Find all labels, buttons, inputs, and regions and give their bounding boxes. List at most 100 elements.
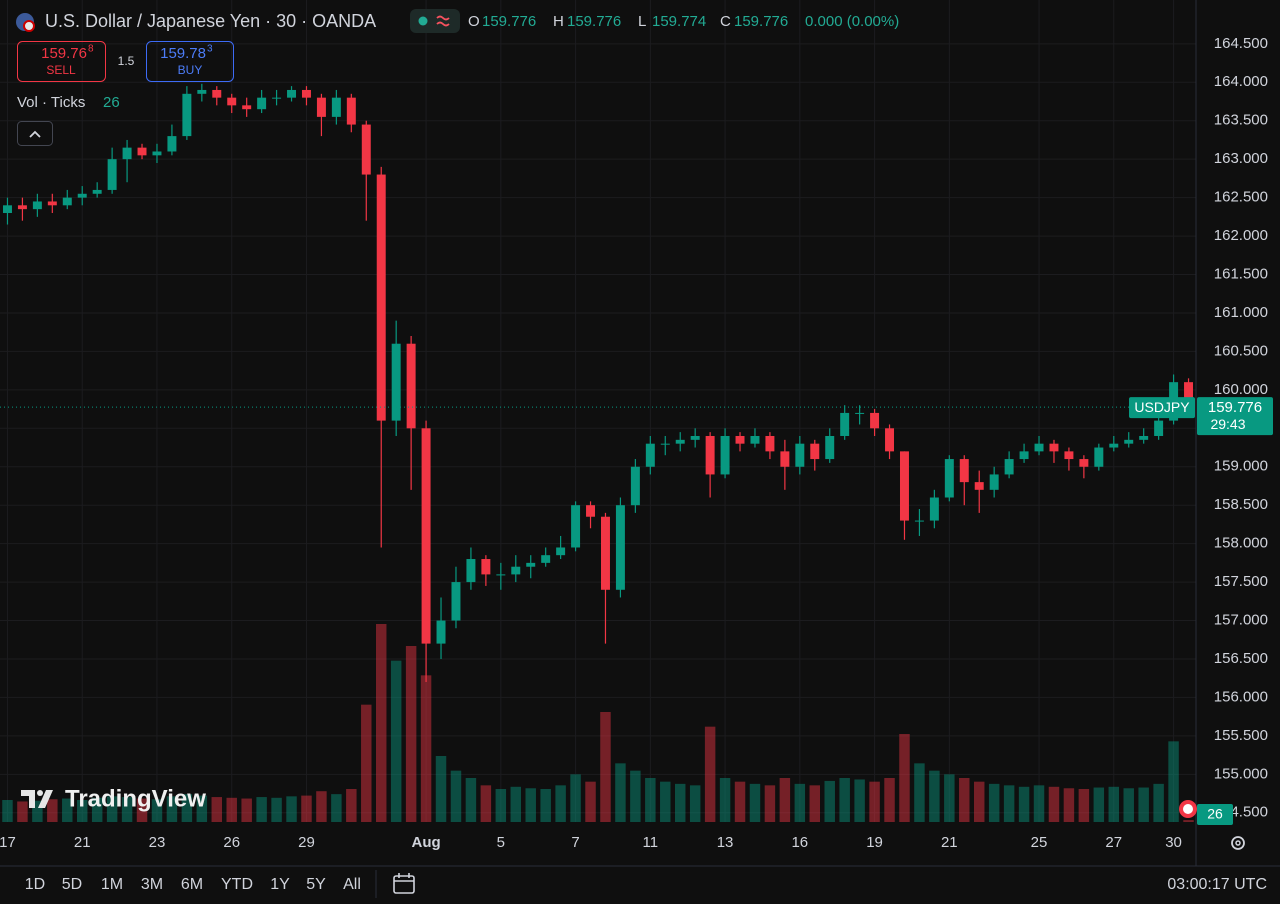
volume-bar (1003, 785, 1015, 822)
candle-body (1184, 382, 1194, 408)
candle-body (1064, 451, 1074, 460)
countdown-label: 29:43 (1210, 416, 1245, 432)
volume-bar (1108, 786, 1120, 822)
sell-button[interactable] (17, 41, 106, 82)
candle-body (197, 89, 207, 94)
candle-body (1049, 443, 1059, 452)
y-tick-label: 156.500 (1214, 650, 1268, 667)
volume-bar (600, 712, 611, 822)
range-button[interactable]: 1M (101, 876, 123, 893)
candle-body (855, 412, 865, 414)
candle-body (406, 343, 416, 429)
x-tick-label: 19 (866, 834, 883, 851)
candle-body (272, 97, 282, 99)
volume-legend-value: 26 (103, 94, 120, 111)
symbol-tag-label: USDJPY (1134, 399, 1190, 415)
volume-tag-label: 26 (1207, 806, 1223, 822)
buy-button[interactable] (146, 41, 234, 82)
volume-bar (869, 781, 880, 822)
clock: 03:00:17 UTC (1167, 876, 1267, 893)
candle-body (974, 482, 984, 490)
candle-body (750, 435, 760, 444)
buy-price: 159.78 (160, 45, 206, 62)
candle-body (675, 439, 685, 444)
volume-bar (166, 796, 178, 822)
data-delay-icon (436, 15, 450, 27)
alert-icon (1183, 804, 1193, 814)
candle-body (810, 443, 820, 460)
range-button[interactable]: 1D (25, 876, 45, 893)
volume-bar (674, 783, 686, 822)
candle-body (600, 516, 610, 590)
candle-body (1019, 451, 1029, 460)
volume-bar (779, 778, 791, 822)
candle-body (361, 124, 371, 175)
candle-body (825, 435, 835, 460)
candle-body (720, 435, 730, 475)
y-tick-label: 160.000 (1214, 381, 1268, 398)
volume-bar (390, 660, 402, 822)
range-button[interactable]: 1Y (270, 876, 290, 893)
candle-body (481, 559, 491, 575)
volume-bar (1048, 786, 1060, 822)
ohlc-label: L (638, 13, 646, 30)
candle-body (571, 505, 581, 548)
date-range-icon (394, 873, 414, 882)
candle-body (227, 97, 237, 106)
volume-bar (570, 774, 581, 822)
ohlc-value: 159.776 (734, 13, 788, 30)
candle-body (47, 201, 57, 206)
x-tick-label: 11 (643, 834, 659, 851)
candle-body (705, 435, 715, 475)
volume-bar (495, 789, 507, 822)
y-tick-label: 159.000 (1214, 458, 1268, 475)
candle-body (1139, 435, 1149, 440)
y-tick-label: 163.000 (1214, 150, 1268, 167)
candle-body (586, 505, 596, 517)
candle-body (32, 201, 42, 210)
candle-body (645, 443, 655, 467)
volume-bar (2, 800, 13, 822)
candle-body (331, 97, 341, 117)
y-tick-label: 161.000 (1214, 304, 1268, 321)
ohlc-legend: O 159.776 H 159.776 L 159.774 C 159.776 (468, 13, 788, 30)
change-value: 0.000 (0.00%) (805, 13, 899, 30)
volume-bar (62, 798, 73, 822)
volume-bar (585, 781, 596, 822)
volume-bar (121, 797, 133, 822)
volume-bar (17, 801, 28, 822)
volume-bar (301, 795, 312, 822)
collapse-button[interactable] (17, 121, 53, 146)
x-tick-label: 23 (149, 834, 166, 851)
volume-bar (899, 734, 910, 822)
candle-body (899, 451, 909, 521)
grid (0, 0, 1196, 822)
range-button[interactable]: All (343, 876, 361, 893)
x-tick-label: Aug (411, 834, 440, 851)
range-button[interactable]: 3M (141, 876, 163, 893)
candle-body (735, 435, 745, 444)
spread: 1.5 (118, 54, 135, 68)
sell-pip: 8 (88, 44, 94, 55)
settings-icon[interactable] (1231, 836, 1245, 850)
candle-body (257, 97, 267, 110)
range-button[interactable]: 5D (62, 876, 82, 893)
volume-bar (1018, 786, 1030, 822)
range-button[interactable]: YTD (221, 876, 253, 893)
volume-bar (76, 800, 88, 822)
candle-body (62, 197, 72, 206)
candle-body (989, 474, 999, 490)
range-button[interactable]: 5Y (306, 876, 326, 893)
range-button[interactable]: 6M (181, 876, 203, 893)
candle-body (1034, 443, 1044, 452)
y-tick-label: 164.500 (1214, 35, 1268, 52)
volume-bar (375, 624, 387, 822)
volume-bar (1138, 787, 1149, 822)
ohlc-value: 159.776 (567, 13, 621, 30)
volume-bar (689, 785, 701, 822)
volume-bar (854, 779, 865, 822)
candle-body (391, 343, 401, 421)
candle-body (870, 412, 880, 429)
y-tick-label: 163.500 (1214, 112, 1268, 129)
date-range-icon[interactable] (393, 875, 415, 894)
